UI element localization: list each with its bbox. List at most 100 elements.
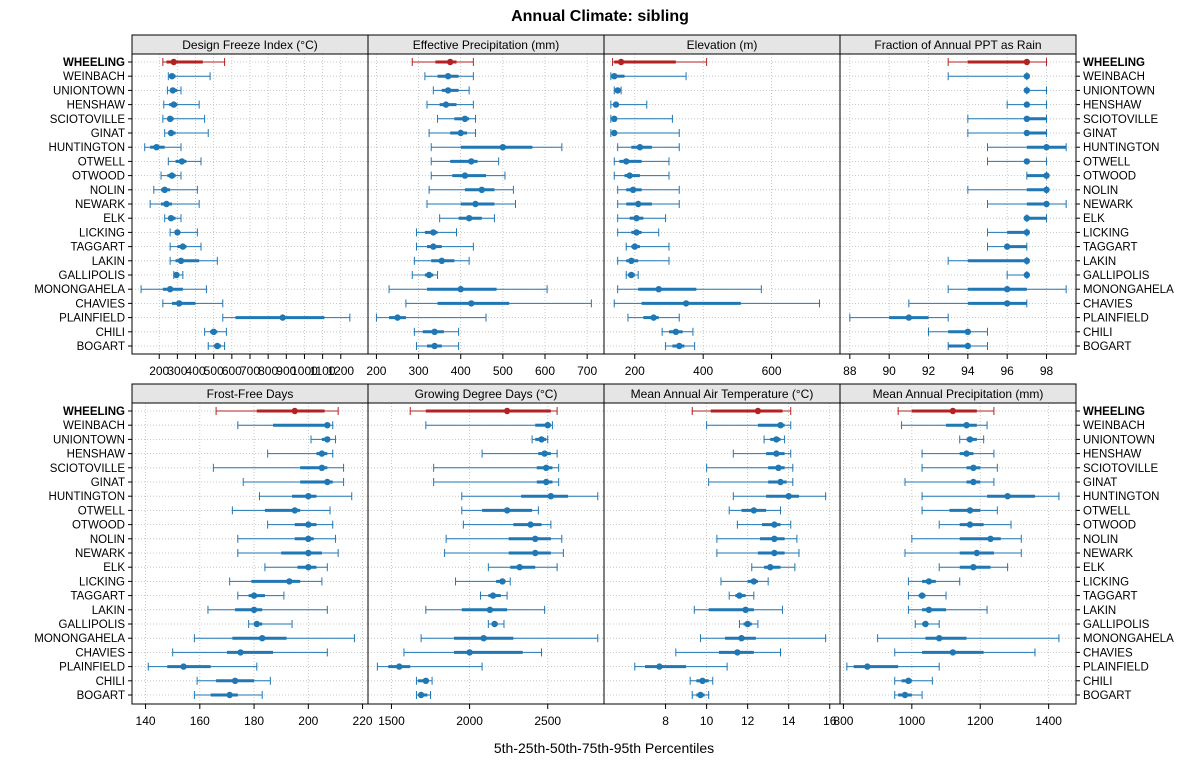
station-mark (907, 605, 988, 614)
station-mark (310, 435, 336, 444)
station-mark (144, 143, 182, 152)
median-point (905, 677, 912, 684)
x-tick-label: 1400 (1035, 714, 1062, 728)
median-point (656, 663, 663, 670)
median-point (750, 507, 758, 514)
median-point (547, 493, 555, 500)
median-point (1023, 215, 1031, 222)
station-mark (461, 492, 599, 501)
station-label: OTWOOD (1083, 171, 1136, 183)
station-mark (196, 676, 271, 685)
median-point (442, 101, 450, 108)
median-point (170, 58, 177, 66)
station-mark (617, 214, 667, 223)
x-tick-label: 98 (1040, 364, 1054, 378)
station-label: LAKIN (1083, 605, 1116, 617)
median-point (305, 493, 312, 500)
station-mark (959, 435, 985, 444)
station-label: WHEELING (63, 406, 125, 418)
panel: Elevation (m) 200 400 600 (603, 34, 841, 378)
station-mark (894, 691, 923, 699)
station-mark (716, 534, 798, 543)
x-tick-label: 2000 (456, 714, 483, 728)
station-mark (610, 129, 680, 137)
median-point (777, 478, 784, 486)
panel: Mean Annual Air Temperature (°C) 8 10 12 14 1… (603, 383, 841, 728)
x-tick-label: 500 (204, 364, 224, 378)
station-mark (149, 200, 200, 208)
station-mark (928, 327, 988, 336)
median-point (538, 436, 545, 443)
station-label: PLAINFIELD (59, 313, 125, 325)
station-label: MONONGAHELA (1083, 633, 1174, 645)
station-mark (248, 620, 293, 628)
median-point (503, 507, 511, 514)
median-point (324, 436, 331, 443)
station-mark (405, 299, 592, 308)
x-tick-label: 90 (882, 364, 896, 378)
median-point (918, 592, 926, 599)
median-point (430, 243, 437, 250)
station-mark (1026, 171, 1050, 180)
panel-title: Mean Annual Precipitation (mm) (873, 387, 1044, 401)
station-mark (375, 313, 487, 322)
station-label: ELK (103, 562, 125, 574)
station-mark (147, 662, 258, 671)
panel-title: Mean Annual Air Temperature (°C) (631, 387, 814, 401)
station-label: CHILI (1083, 327, 1112, 339)
median-point (457, 129, 464, 137)
median-point (1023, 271, 1031, 279)
station-mark (222, 313, 351, 322)
x-tick-label: 200 (149, 364, 169, 378)
station-mark (904, 549, 1022, 557)
median-point (1004, 493, 1011, 500)
station-mark (625, 271, 639, 279)
median-point (468, 158, 475, 165)
station-mark (908, 299, 1028, 308)
station-mark (237, 534, 336, 543)
panel-title: Frost-Free Days (207, 387, 294, 401)
median-point (970, 464, 977, 471)
station-mark (1023, 86, 1047, 95)
station-label: MONONGAHELA (34, 633, 125, 645)
median-point (166, 286, 174, 293)
panel: Effective Precipitation (mm) 200 300 400 500… (366, 34, 605, 378)
chart-title: Annual Climate: sibling (511, 8, 689, 25)
station-label: OTWOOD (72, 520, 125, 532)
median-point (430, 229, 437, 236)
x-tick-label: 300 (167, 364, 187, 378)
station-label: TAGGART (70, 591, 125, 603)
station-mark (921, 449, 995, 458)
median-point (438, 257, 445, 264)
station-label: LICKING (79, 576, 125, 588)
station-label: HUNTINGTON (49, 491, 125, 503)
x-tick-label: 400 (693, 364, 713, 378)
station-mark (162, 299, 224, 308)
station-mark (691, 691, 710, 699)
station-mark (625, 242, 670, 251)
x-tick-label: 700 (577, 364, 597, 378)
station-label: HENSHAW (67, 100, 125, 112)
station-mark (716, 549, 800, 557)
median-point (417, 691, 425, 699)
station-label: SCIOTOVILLE (1083, 114, 1159, 126)
x-tick-label: 800 (258, 364, 278, 378)
station-label: HUNTINGTON (1083, 491, 1159, 503)
station-label: LICKING (1083, 227, 1129, 239)
median-point (468, 300, 475, 307)
median-point (655, 286, 662, 293)
median-point (179, 243, 187, 250)
station-mark (706, 421, 792, 430)
station-mark (708, 478, 794, 486)
median-point (168, 73, 176, 80)
station-label: WEINBACH (1083, 71, 1145, 83)
station-label: NEWARK (1083, 548, 1133, 560)
station-mark (617, 228, 660, 237)
median-point (1023, 87, 1031, 94)
station-mark (169, 256, 218, 265)
median-point (1043, 172, 1050, 179)
median-point (1043, 186, 1050, 193)
station-mark (947, 342, 988, 350)
x-tick-label: 94 (961, 364, 975, 378)
station-mark (428, 185, 514, 194)
